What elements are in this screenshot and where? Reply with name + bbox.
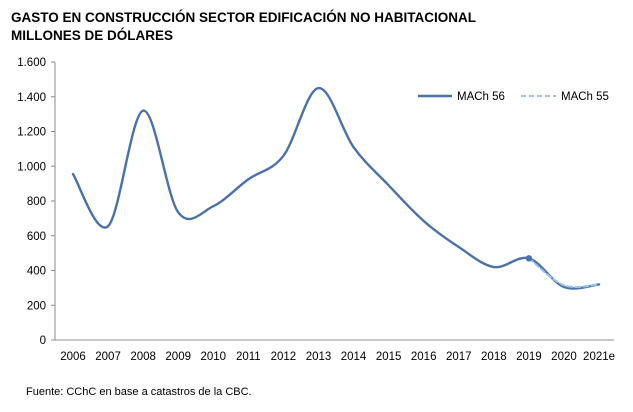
x-tick-label: 2010 xyxy=(200,351,226,363)
chart-title: GASTO EN CONSTRUCCIÓN SECTOR EDIFICACIÓN… xyxy=(11,9,476,45)
x-tick-label: 2006 xyxy=(60,351,86,363)
y-tick-label: 1.600 xyxy=(17,57,46,69)
chart-title-line-1: GASTO EN CONSTRUCCIÓN SECTOR EDIFICACIÓN… xyxy=(11,10,477,25)
x-tick-label: 2021e xyxy=(583,351,615,363)
y-tick-label: 1.200 xyxy=(17,127,46,139)
x-tick-label: 2007 xyxy=(95,351,121,363)
source-note: Fuente: CChC en base a catastros de la C… xyxy=(26,386,252,398)
legend-label: MACh 56 xyxy=(457,91,505,103)
series-line-mach-56 xyxy=(71,86,601,290)
x-tick-label: 2016 xyxy=(411,351,437,363)
x-tick-label: 2012 xyxy=(271,351,297,363)
legend-label: MACh 55 xyxy=(561,91,609,103)
x-tick-label: 2019 xyxy=(516,351,542,363)
x-tick-label: 2018 xyxy=(481,351,507,363)
y-tick-label: 1.000 xyxy=(17,161,46,173)
x-tick-label: 2017 xyxy=(446,351,472,363)
data-point-marker xyxy=(525,255,533,262)
x-tick-label: 2013 xyxy=(306,351,332,363)
chart-title-line-2: MILLONES DE DÓLARES xyxy=(11,28,174,43)
chart-legend: MACh 56 MACh 55 xyxy=(418,91,609,103)
x-tick-label: 2009 xyxy=(165,351,191,363)
x-tick-label: 2020 xyxy=(551,351,577,363)
chart-axes: 0 200 400 600 800 1.000 1.200 1.400 1.600 2006 200… xyxy=(17,57,615,363)
y-tick-label: 400 xyxy=(27,266,46,278)
y-tick-label: 600 xyxy=(27,231,46,243)
y-tick-label: 0 xyxy=(40,335,46,347)
y-tick-label: 800 xyxy=(27,196,46,208)
y-tick-label: 200 xyxy=(27,300,46,312)
y-tick-label: 1.400 xyxy=(17,92,46,104)
x-tick-label: 2014 xyxy=(341,351,367,363)
x-tick-label: 2015 xyxy=(376,351,402,363)
x-tick-label: 2008 xyxy=(130,351,156,363)
series-line-mach-55 xyxy=(527,257,601,288)
x-tick-label: 2011 xyxy=(236,351,261,363)
chart-series xyxy=(71,86,601,290)
